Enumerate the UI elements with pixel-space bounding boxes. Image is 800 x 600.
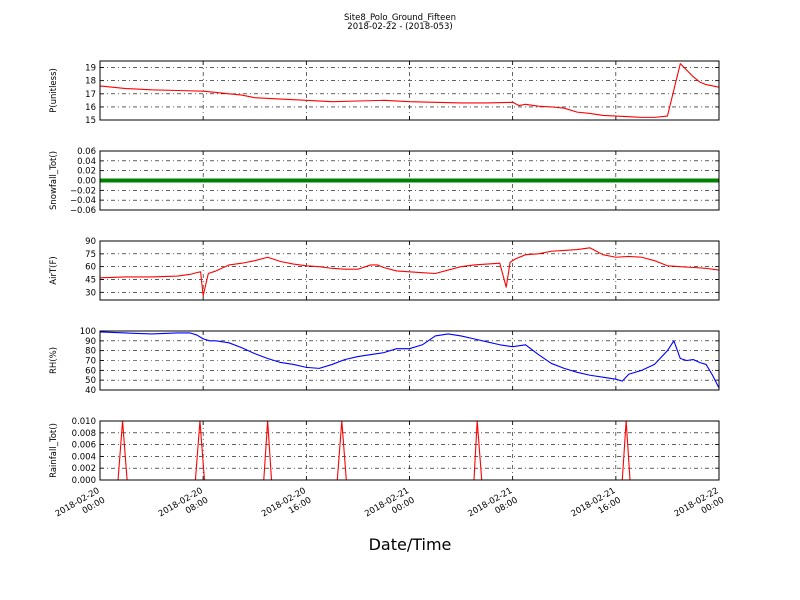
- y-tick-label: 45: [85, 275, 96, 285]
- y-axis-label: Rainfall_Tot(): [49, 423, 59, 478]
- x-axis-label: Date/Time: [369, 535, 452, 554]
- plot-frame: [99, 330, 720, 391]
- y-tick-label: 60: [85, 263, 96, 273]
- panels-group: 1516171819P(unitless)−0.06−0.04−0.020.00…: [49, 60, 726, 519]
- series-line-4-1: [99, 331, 720, 389]
- y-tick-label: 0.002: [72, 464, 96, 474]
- panel-3: 30 45 60 75 90 AirT(F): [49, 237, 720, 301]
- y-tick-label: 0.02: [77, 167, 96, 177]
- y-tick-label: −0.06: [70, 206, 96, 216]
- y-tick-label: 70: [85, 357, 96, 367]
- y-tick-label: 17: [85, 90, 96, 100]
- plot-frame: [99, 150, 720, 211]
- plot-frame: [99, 240, 720, 301]
- plot-frame: [99, 420, 720, 481]
- y-tick-label: 0.006: [72, 441, 96, 451]
- y-tick-label: 40: [85, 386, 96, 396]
- panel-1: 15 16 17 18 19 P(unitless): [49, 60, 720, 126]
- series-line-3-1: [99, 247, 720, 297]
- y-tick-label: 0.00: [77, 177, 96, 187]
- y-tick-label: −0.02: [70, 186, 96, 196]
- y-tick-label: 50: [85, 376, 96, 386]
- y-tick-label: 90: [85, 237, 96, 247]
- y-axis-label: AirT(F): [49, 256, 59, 284]
- y-tick-label: 0.04: [77, 157, 96, 167]
- y-tick-label: 15: [85, 116, 96, 126]
- panel-2: −0.06−0.04−0.020.000.020.040.06 Snowfall_…: [49, 147, 720, 216]
- y-tick-label: 90: [85, 337, 96, 347]
- y-tick-label: 80: [85, 347, 96, 357]
- y-tick-label: −0.04: [70, 196, 96, 206]
- y-tick-label: 100: [80, 327, 96, 337]
- chart-subtitle: 2018-02-22 - (2018-053): [347, 22, 452, 32]
- y-tick-label: 18: [85, 77, 96, 87]
- y-axis-label: RH(%): [49, 347, 59, 374]
- y-tick-label: 0.008: [72, 429, 96, 439]
- y-axis-label: P(unitless): [49, 68, 59, 113]
- series-line-1-1: [99, 63, 720, 118]
- y-tick-label: 30: [85, 288, 96, 298]
- y-tick-label: 0.000: [72, 476, 96, 486]
- y-tick-label: 16: [85, 103, 96, 113]
- y-tick-label: 0.010: [72, 417, 96, 427]
- y-tick-label: 75: [85, 250, 96, 260]
- plot-frame: [99, 60, 720, 121]
- y-axis-label: Snowfall_Tot(): [49, 151, 59, 210]
- chart-title: Site8_Polo_Ground_Fifteen: [344, 13, 456, 23]
- y-tick-label: 0.06: [77, 147, 96, 157]
- y-tick-label: 0.004: [72, 452, 96, 462]
- y-tick-label: 19: [85, 64, 96, 74]
- y-tick-label: 60: [85, 366, 96, 376]
